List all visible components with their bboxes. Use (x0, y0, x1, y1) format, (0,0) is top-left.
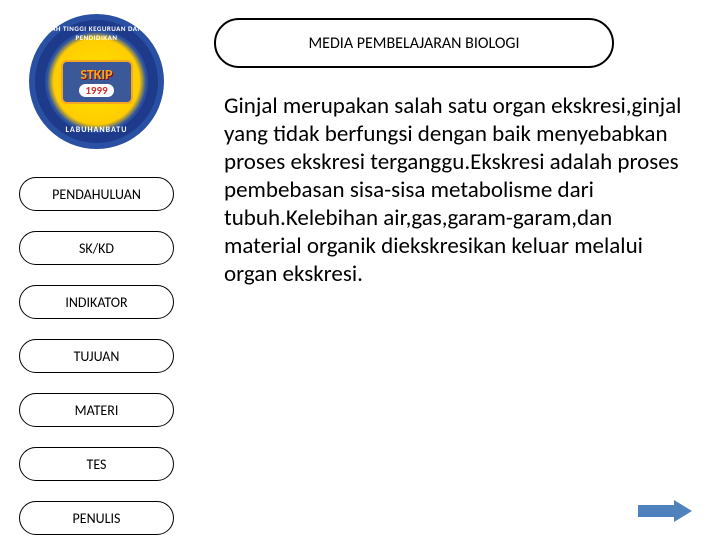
content-body: Ginjal merupakan salah satu organ ekskre… (224, 92, 694, 288)
logo-center-text: STKIP (80, 66, 112, 83)
nav-tujuan[interactable]: TUJUAN (19, 339, 174, 373)
nav-materi[interactable]: MATERI (19, 393, 174, 427)
logo-year: 1999 (79, 84, 113, 97)
nav-label: PENULIS (73, 510, 121, 527)
arrow-right-icon-head (674, 500, 692, 522)
page-title-pill: MEDIA PEMBELAJARAN BIOLOGI (214, 18, 614, 68)
institution-logo: SEKOLAH TINGGI KEGURUAN DAN ILMU PENDIDI… (29, 14, 164, 149)
nav-label: SK/KD (79, 240, 114, 257)
nav-tes[interactable]: TES (19, 447, 174, 481)
next-arrow-button[interactable] (638, 500, 692, 522)
content-text: Ginjal merupakan salah satu organ ekskre… (224, 92, 681, 288)
nav-label: TES (87, 456, 107, 473)
nav-label: PENDAHULUAN (52, 186, 141, 203)
arrow-right-icon (638, 505, 674, 517)
nav-label: TUJUAN (74, 348, 120, 365)
nav-penulis[interactable]: PENULIS (19, 501, 174, 535)
logo-bottom-text: LABUHANBATU (29, 125, 164, 135)
nav-sk-kd[interactable]: SK/KD (19, 231, 174, 265)
nav-label: MATERI (75, 402, 119, 419)
nav-indikator[interactable]: INDIKATOR (19, 285, 174, 319)
nav-label: INDIKATOR (65, 294, 127, 311)
logo-center-badge: STKIP 1999 (61, 60, 133, 104)
page-title: MEDIA PEMBELAJARAN BIOLOGI (308, 34, 519, 53)
logo-outer-ring: SEKOLAH TINGGI KEGURUAN DAN ILMU PENDIDI… (29, 14, 164, 149)
logo-top-text: SEKOLAH TINGGI KEGURUAN DAN ILMU PENDIDI… (29, 24, 164, 42)
sidebar: SEKOLAH TINGGI KEGURUAN DAN ILMU PENDIDI… (14, 14, 179, 555)
nav-pendahuluan[interactable]: PENDAHULUAN (19, 177, 174, 211)
